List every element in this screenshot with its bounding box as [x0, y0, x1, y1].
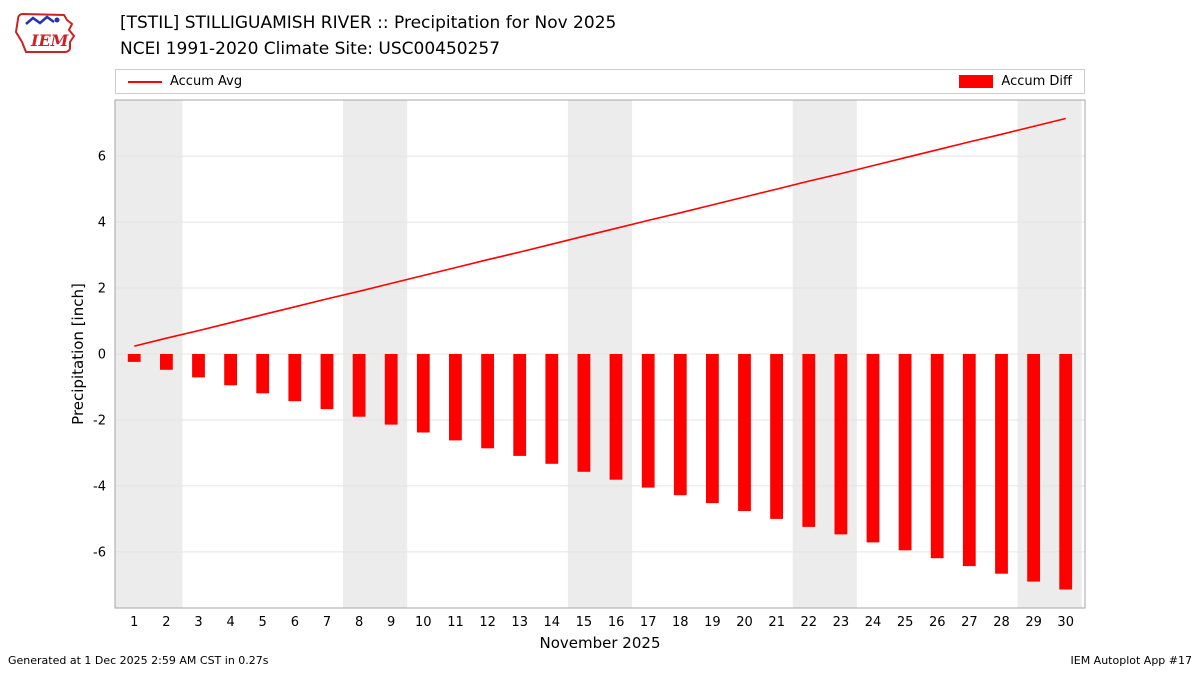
x-tick-label: 5 — [259, 615, 267, 630]
accum-diff-bar — [288, 354, 302, 402]
y-tick-label: -6 — [93, 545, 106, 560]
x-tick-label: 18 — [672, 615, 689, 630]
logo-station-dot — [54, 17, 60, 23]
x-tick-label: 7 — [323, 615, 331, 630]
plot-border — [114, 99, 1086, 609]
x-tick-label: 19 — [704, 615, 721, 630]
accum-diff-bar — [577, 354, 591, 472]
accum-diff-bar — [384, 354, 398, 425]
accum-diff-bar — [866, 354, 880, 543]
iem-logo: IEM — [14, 12, 76, 53]
y-tick-label: 0 — [98, 348, 106, 363]
x-tick-label: 28 — [993, 615, 1010, 630]
accum-diff-bar — [160, 354, 173, 370]
accum-diff-bar — [802, 354, 816, 527]
x-tick-label: 4 — [226, 615, 234, 630]
chart-subtitle: NCEI 1991-2020 Climate Site: USC00450257 — [120, 39, 501, 59]
accum-diff-bar — [224, 354, 237, 386]
accum-diff-bar — [1059, 354, 1073, 590]
accum-diff-bar — [609, 354, 623, 480]
x-tick-label: 21 — [768, 615, 785, 630]
x-tick-label: 25 — [897, 615, 914, 630]
accum-diff-bar — [416, 354, 430, 433]
iowa-outline — [14, 12, 76, 53]
accum-diff-bar — [352, 354, 366, 417]
x-tick-label: 10 — [415, 615, 432, 630]
legend-item-accum-diff: Accum Diff — [959, 74, 1072, 89]
legend-label-accum-diff: Accum Diff — [1001, 74, 1072, 89]
y-tick-label: 6 — [98, 150, 106, 165]
accum-diff-bar — [449, 354, 462, 441]
accum-diff-bar — [898, 354, 912, 551]
x-tick-label: 15 — [576, 615, 593, 630]
x-tick-label: 1 — [130, 615, 138, 630]
accum-diff-bar — [834, 354, 848, 535]
x-tick-label: 11 — [447, 615, 464, 630]
x-axis-label: November 2025 — [539, 634, 661, 652]
x-tick-label: 26 — [929, 615, 946, 630]
x-tick-label: 30 — [1057, 615, 1074, 630]
x-tick-label: 27 — [961, 615, 978, 630]
accum-diff-bar — [192, 354, 205, 378]
accum-diff-bar — [995, 354, 1008, 574]
accum-diff-bar — [738, 354, 751, 511]
x-tick-label: 17 — [640, 615, 657, 630]
x-tick-label: 16 — [608, 615, 625, 630]
x-tick-label: 14 — [544, 615, 561, 630]
x-tick-label: 29 — [1025, 615, 1042, 630]
title-block: [TSTIL] STILLIGUAMISH RIVER :: Precipita… — [120, 10, 616, 62]
accum-diff-bar — [930, 354, 944, 559]
accum-diff-bar — [513, 354, 527, 456]
accum-diff-bar — [641, 354, 655, 488]
accum-diff-bar — [127, 354, 141, 362]
chart-title: [TSTIL] STILLIGUAMISH RIVER :: Precipita… — [120, 13, 617, 33]
accum-diff-bar — [481, 354, 494, 449]
app-credit-text: IEM Autoplot App #17 — [1070, 654, 1193, 667]
x-tick-label: 12 — [479, 615, 496, 630]
y-axis-label: Precipitation [inch] — [69, 283, 87, 425]
x-tick-label: 23 — [833, 615, 850, 630]
y-tick-label: 2 — [98, 282, 106, 297]
legend: Accum Avg Accum Diff — [115, 69, 1085, 94]
x-tick-label: 22 — [801, 615, 818, 630]
y-tick-label: 4 — [98, 216, 106, 231]
x-tick-label: 3 — [194, 615, 202, 630]
y-tick-label: -4 — [93, 479, 106, 494]
generated-at-text: Generated at 1 Dec 2025 2:59 AM CST in 0… — [8, 654, 269, 667]
logo-text: IEM — [30, 31, 70, 50]
x-tick-label: 20 — [736, 615, 753, 630]
x-tick-label: 9 — [387, 615, 395, 630]
accum-diff-bar — [545, 354, 559, 464]
accum-diff-bar — [1027, 354, 1040, 582]
accum-diff-bar — [770, 354, 783, 519]
x-tick-label: 6 — [291, 615, 299, 630]
y-tick-label: -2 — [93, 414, 106, 429]
accum-diff-bar — [962, 354, 976, 567]
accum-diff-bar — [706, 354, 719, 504]
accum-diff-bar — [673, 354, 687, 496]
legend-item-accum-avg: Accum Avg — [128, 74, 242, 89]
accum-diff-bar — [320, 354, 334, 410]
x-tick-label: 8 — [355, 615, 363, 630]
x-tick-label: 24 — [865, 615, 882, 630]
x-tick-label: 2 — [162, 615, 170, 630]
x-tick-label: 13 — [511, 615, 528, 630]
accum-diff-bar-swatch — [959, 75, 994, 88]
legend-label-accum-avg: Accum Avg — [170, 74, 243, 89]
accum-diff-bar — [256, 354, 270, 394]
logo-river-mark — [25, 15, 55, 25]
accum-avg-line-swatch — [128, 80, 162, 83]
accum-avg-line — [134, 117, 1066, 347]
